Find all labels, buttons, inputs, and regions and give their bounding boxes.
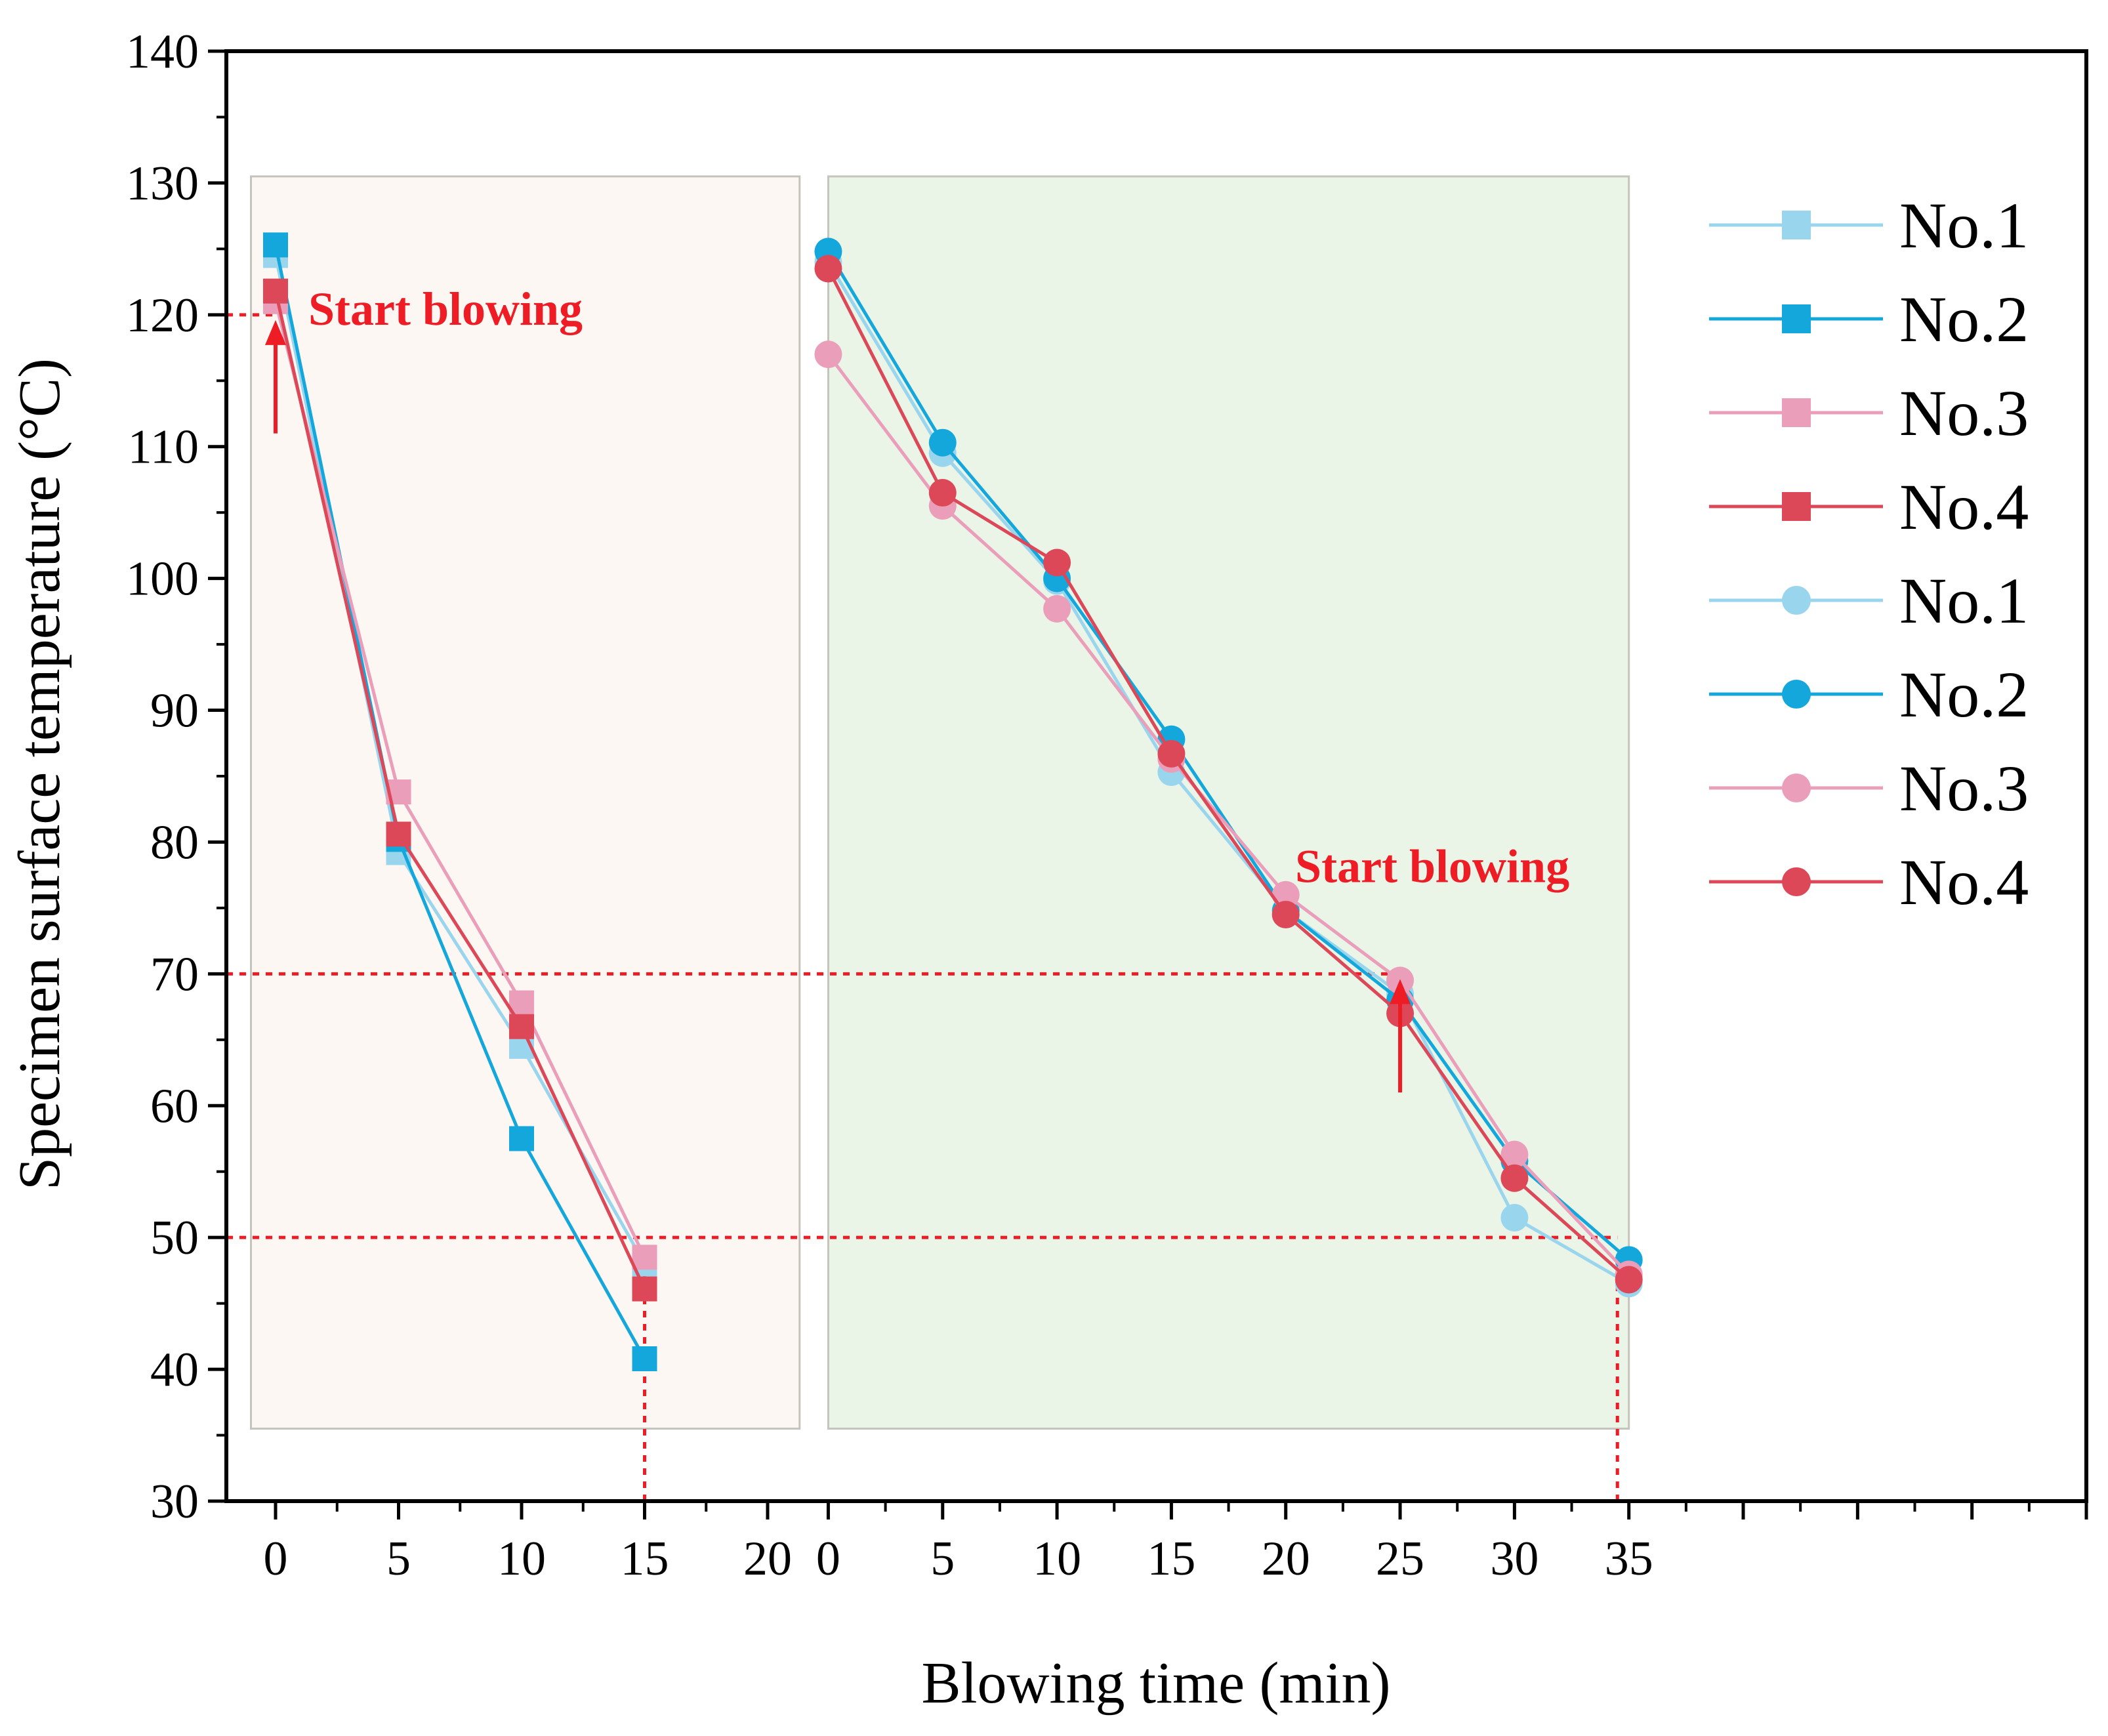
x-tick-label: 15 xyxy=(1147,1532,1195,1586)
annotation-arrow-head xyxy=(1390,979,1411,1004)
legend-marker xyxy=(1782,867,1811,896)
x-tick-label: 15 xyxy=(621,1532,669,1586)
y-tick-label: 80 xyxy=(150,816,199,869)
data-point xyxy=(1271,880,1300,909)
series-line xyxy=(274,291,646,1290)
data-point xyxy=(632,1245,657,1270)
legend-entry: No.3 xyxy=(1709,752,2029,825)
legend-label: No.1 xyxy=(1899,189,2029,262)
y-tick-label: 90 xyxy=(150,684,199,738)
legend-marker xyxy=(1782,304,1811,333)
data-point xyxy=(1271,900,1300,928)
y-tick-label: 110 xyxy=(128,421,199,474)
data-point xyxy=(509,1014,534,1039)
data-point xyxy=(632,1346,657,1372)
legend-marker xyxy=(1782,492,1811,521)
annotations: Start blowing Start blowing xyxy=(265,283,1569,1093)
legend-marker xyxy=(1782,774,1811,802)
highlight-regions xyxy=(250,175,1630,1430)
y-tick-label: 70 xyxy=(150,947,199,1001)
legend-label: No.1 xyxy=(1899,564,2029,637)
legend-entry: No.1 xyxy=(1709,189,2029,262)
y-tick-label: 100 xyxy=(126,552,199,606)
legend-marker xyxy=(1782,680,1811,709)
legend-entry: No.3 xyxy=(1709,377,2029,449)
data-point xyxy=(263,278,288,304)
series-line xyxy=(827,261,1630,1285)
legend-marker xyxy=(1782,398,1811,427)
data-point xyxy=(1615,1266,1643,1294)
data-point xyxy=(1157,739,1186,768)
legend-label: No.3 xyxy=(1899,752,2029,825)
y-tick-label: 40 xyxy=(150,1343,199,1397)
legend-label: No.2 xyxy=(1899,283,2029,356)
series-line xyxy=(274,301,646,1258)
legend: No.1 No.2 No.3 No.4 No.1 No.2 No.3 No.4 xyxy=(1709,189,2029,919)
legend-entry: No.4 xyxy=(1709,470,2029,543)
annotation-label: Start blowing xyxy=(308,283,583,335)
y-tick-label: 50 xyxy=(150,1211,199,1265)
series-square-No4 xyxy=(263,278,657,1302)
legend-marker xyxy=(1782,211,1811,239)
legend-entry: No.1 xyxy=(1709,564,2029,637)
data-point xyxy=(509,1126,534,1151)
data-point xyxy=(814,341,842,369)
axes: 30 40 50 60 70 80 90 100 110 120 130 140 0 5 10 15 20 0 5 1… xyxy=(126,25,2088,1586)
legend-label: No.2 xyxy=(1899,658,2029,731)
y-tick-label: 30 xyxy=(150,1475,199,1529)
data-point xyxy=(928,479,957,507)
y-tick-label: 120 xyxy=(126,289,199,342)
y-tick-label: 130 xyxy=(126,157,199,211)
legend-label: No.4 xyxy=(1899,846,2029,919)
legend-marker xyxy=(1782,586,1811,615)
x-tick-label: 35 xyxy=(1605,1532,1653,1586)
x-tick-label: 10 xyxy=(1033,1532,1081,1586)
reference-lines xyxy=(226,313,1619,1501)
region-circle-markers xyxy=(827,175,1630,1430)
data-point xyxy=(263,232,288,258)
legend-label: No.4 xyxy=(1899,470,2029,543)
y-axis-title: Specimen surface temperature (°C) xyxy=(7,358,72,1190)
region-square-markers xyxy=(250,175,801,1430)
x-axis-title: Blowing time (min) xyxy=(922,1651,1391,1716)
y-tick-label: 140 xyxy=(126,25,199,79)
legend-entry: No.2 xyxy=(1709,658,2029,731)
data-point xyxy=(632,1276,657,1302)
x-tick-label: 20 xyxy=(1262,1532,1310,1586)
series-line xyxy=(827,268,1630,1281)
legend-label: No.3 xyxy=(1899,377,2029,449)
x-tick-label: 0 xyxy=(816,1532,840,1586)
data-point xyxy=(1500,1204,1529,1232)
data-point xyxy=(1500,1140,1529,1168)
data-point xyxy=(1043,594,1071,623)
x-tick-label: 0 xyxy=(264,1532,288,1586)
data-point xyxy=(928,428,957,457)
x-tick-label: 10 xyxy=(497,1532,546,1586)
legend-entry: No.4 xyxy=(1709,846,2029,919)
data-point xyxy=(1500,1164,1529,1192)
series-line xyxy=(827,353,1630,1276)
data-point xyxy=(1043,548,1071,577)
data-point xyxy=(386,821,411,847)
x-tick-label: 5 xyxy=(386,1532,411,1586)
x-tick-label: 30 xyxy=(1490,1532,1539,1586)
annotation-label: Start blowing xyxy=(1295,840,1569,892)
x-tick-label: 5 xyxy=(930,1532,955,1586)
annotation-arrow-head xyxy=(265,320,286,345)
y-tick-label: 60 xyxy=(150,1079,199,1133)
x-tick-label: 20 xyxy=(743,1532,792,1586)
series-circle-No4 xyxy=(814,255,1643,1294)
x-tick-label: 25 xyxy=(1376,1532,1424,1586)
legend-entry: No.2 xyxy=(1709,283,2029,356)
data-point xyxy=(814,255,842,283)
